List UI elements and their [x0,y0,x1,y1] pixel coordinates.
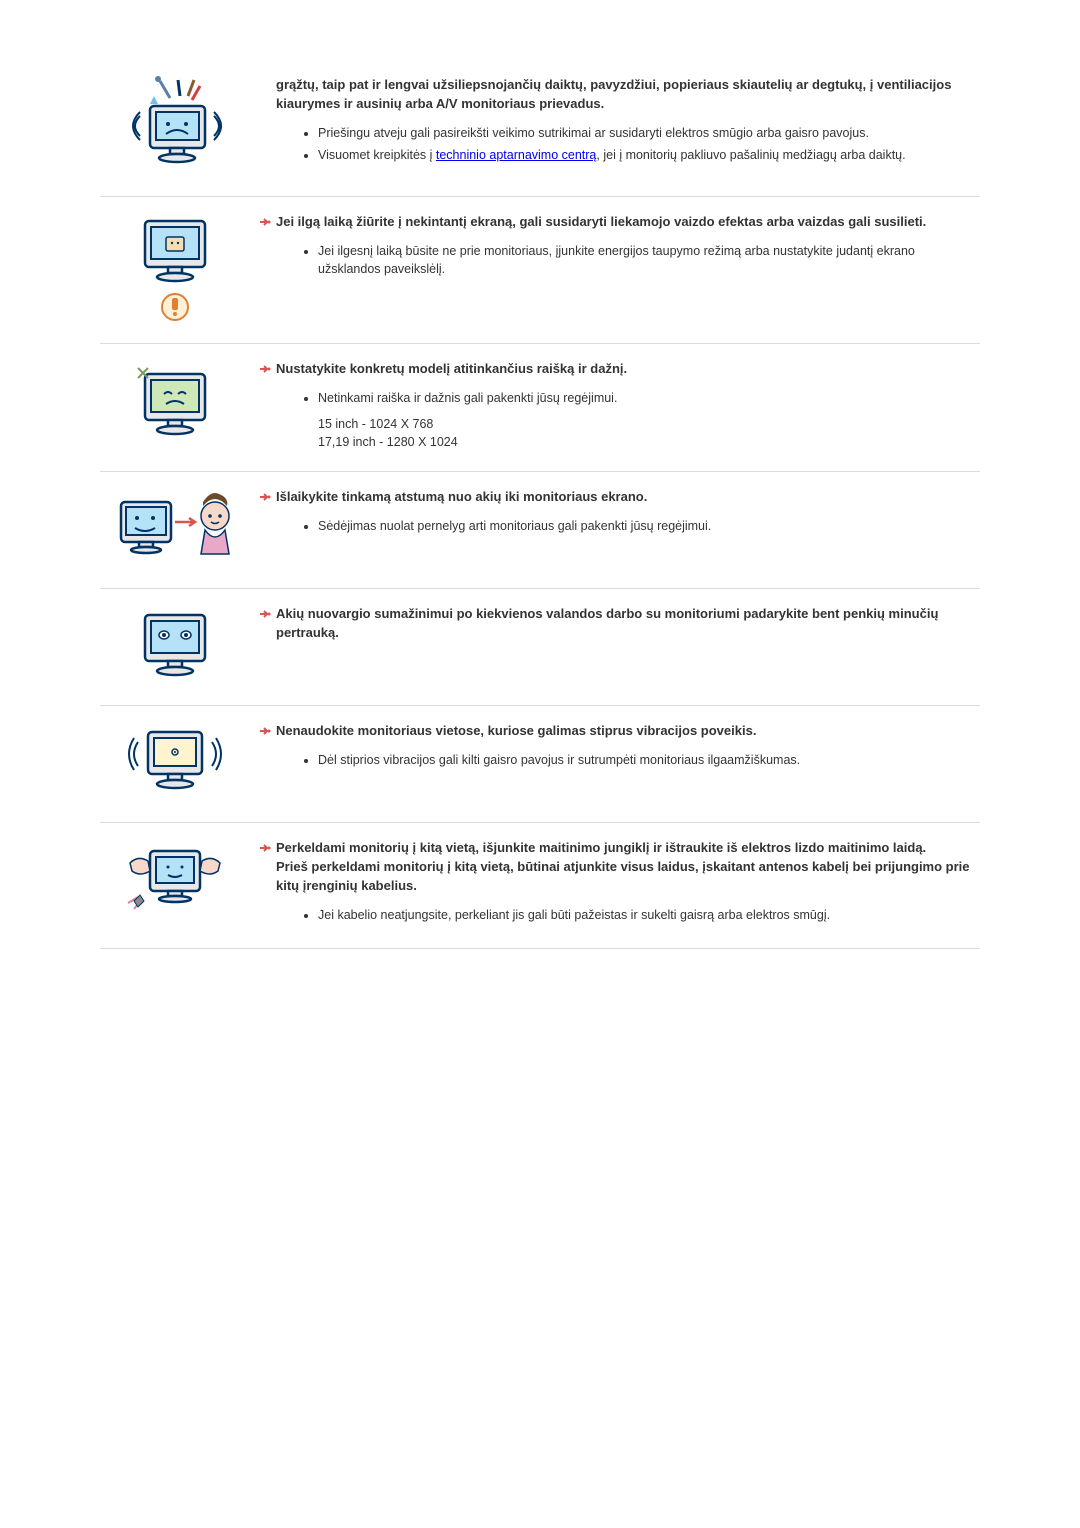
section-heading: Akių nuovargio sumažinimui po kiekvienos… [276,605,980,643]
service-center-link[interactable]: techninio aptarnavimo centrą [436,148,597,162]
arrow-icon [258,724,276,741]
bullet-item: Netinkami raiška ir dažnis gali pakenkti… [318,389,980,407]
bullet-item: Sėdėjimas nuolat pernelyg arti monitoria… [318,517,980,535]
monitor-tools-icon [120,76,230,176]
bullet-list: Netinkami raiška ir dažnis gali pakenkti… [258,389,980,407]
safety-section: Išlaikykite tinkamą atstumą nuo akių iki… [100,472,980,589]
text-col: Jei ilgą laiką žiūrite į nekintantį ekra… [250,213,980,282]
resolution-list: 15 inch - 1024 X 768 17,19 inch - 1280 X… [258,415,980,451]
text-col: Akių nuovargio sumažinimui po kiekvienos… [250,605,980,643]
text-col: Išlaikykite tinkamą atstumą nuo akių iki… [250,488,980,539]
text-col: grąžtų, taip pat ir lengvai užsiliepsnoj… [250,76,980,168]
arrow-icon [258,490,276,507]
illustration-col [100,722,250,802]
text-col: Perkeldami monitorių į kitą vietą, išjun… [250,839,980,928]
section-heading: Nenaudokite monitoriaus vietose, kuriose… [276,722,756,741]
bullet-item: Jei kabelio neatjungsite, perkeliant jis… [318,906,980,924]
page-container: grąžtų, taip pat ir lengvai užsiliepsnoj… [0,0,1080,1349]
bullet-item: Priešingu atveju gali pasireikšti veikim… [318,124,980,142]
monitor-rest-icon [130,605,220,685]
section-heading: Nustatykite konkretų modelį atitinkančiu… [276,360,627,379]
illustration-col [100,488,250,568]
bullet-list: Jei ilgesnį laiką būsite ne prie monitor… [258,242,980,278]
safety-section: Akių nuovargio sumažinimui po kiekvienos… [100,589,980,706]
bullet-list: Jei kabelio neatjungsite, perkeliant jis… [258,906,980,924]
resolution-line: 17,19 inch - 1280 X 1024 [318,433,980,451]
monitor-resolution-icon [130,360,220,450]
safety-section: Jei ilgą laiką žiūrite į nekintantį ekra… [100,197,980,344]
bullet-list: Priešingu atveju gali pasireikšti veikim… [258,124,980,164]
bullet-item: Dėl stiprios vibracijos gali kilti gaisr… [318,751,980,769]
section-heading: Perkeldami monitorių į kitą vietą, išjun… [276,839,980,896]
safety-section: Nenaudokite monitoriaus vietose, kuriose… [100,706,980,823]
safety-section: grąžtų, taip pat ir lengvai užsiliepsnoj… [100,60,980,197]
resolution-line: 15 inch - 1024 X 768 [318,415,980,433]
arrow-icon [258,362,276,379]
illustration-col [100,213,250,323]
bullet-list: Sėdėjimas nuolat pernelyg arti monitoria… [258,517,980,535]
bullet-list: Dėl stiprios vibracijos gali kilti gaisr… [258,751,980,769]
section-heading: Išlaikykite tinkamą atstumą nuo akių iki… [276,488,647,507]
arrow-icon [258,607,276,624]
arrow-icon [258,215,276,232]
safety-section: Perkeldami monitorių į kitą vietą, išjun… [100,823,980,949]
arrow-icon [258,841,276,858]
bullet-item: Visuomet kreipkitės į techninio aptarnav… [318,146,980,164]
illustration-col [100,76,250,176]
safety-section: Nustatykite konkretų modelį atitinkančiu… [100,344,980,472]
section-heading: Jei ilgą laiką žiūrite į nekintantį ekra… [276,213,926,232]
monitor-burnin-icon [130,213,220,323]
bullet-item: Jei ilgesnį laiką būsite ne prie monitor… [318,242,980,278]
monitor-distance-icon [115,488,235,568]
illustration-col [100,605,250,685]
monitor-move-icon [120,839,230,919]
illustration-col [100,360,250,450]
text-col: Nustatykite konkretų modelį atitinkančiu… [250,360,980,451]
monitor-vibration-icon [120,722,230,802]
section-heading: grąžtų, taip pat ir lengvai užsiliepsnoj… [258,76,980,114]
illustration-col [100,839,250,919]
text-col: Nenaudokite monitoriaus vietose, kuriose… [250,722,980,773]
